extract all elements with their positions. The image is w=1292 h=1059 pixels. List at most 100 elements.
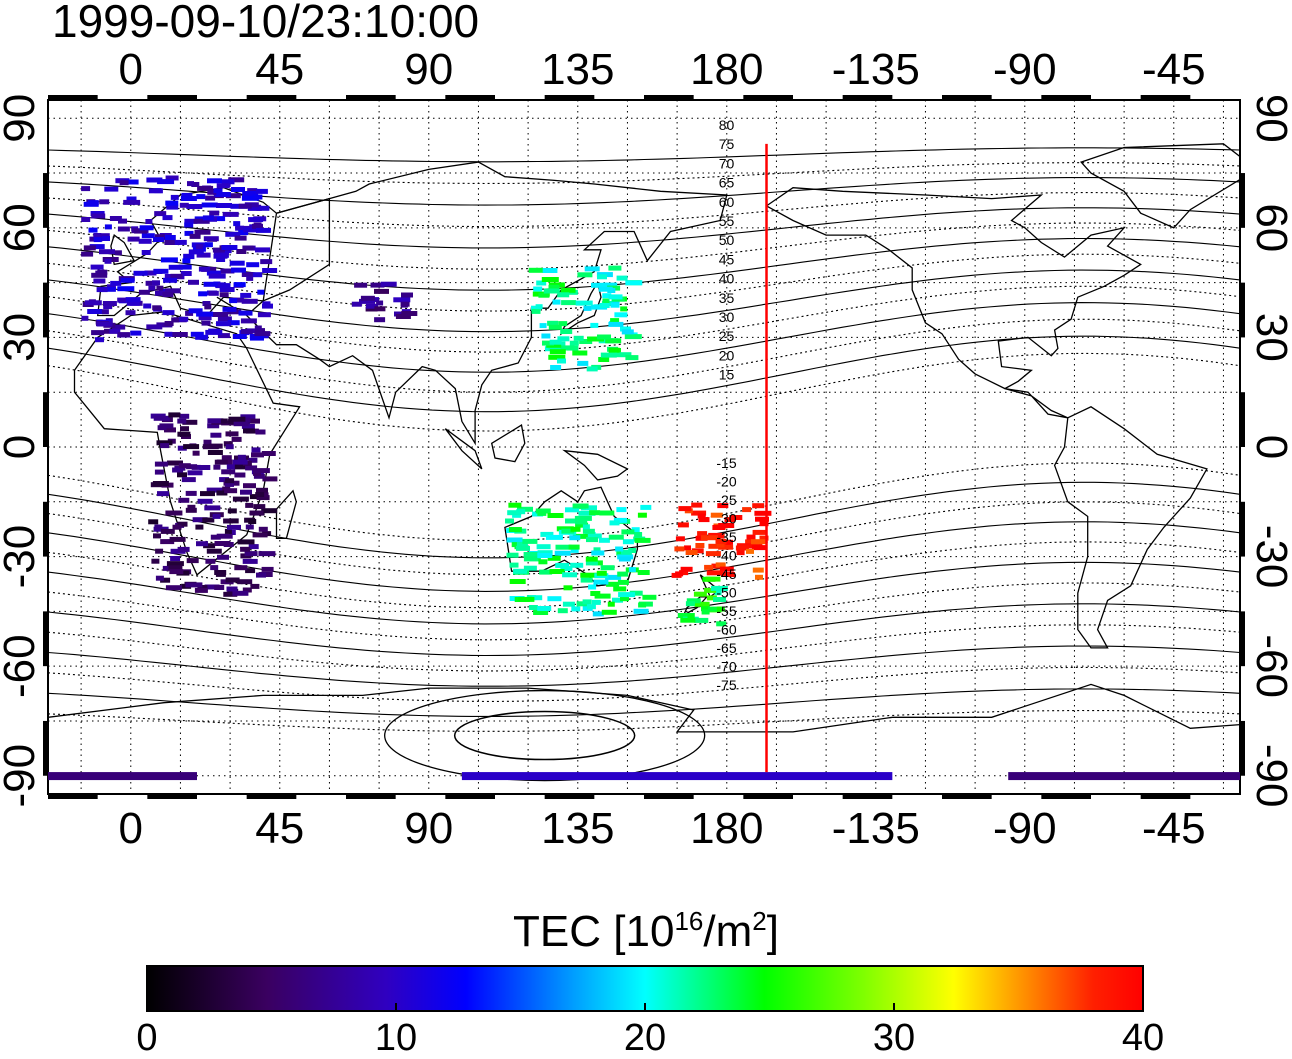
tec-cell xyxy=(168,412,181,418)
frame-tick-bar-left xyxy=(43,501,48,557)
tec-cell xyxy=(165,200,179,206)
tec-cell xyxy=(634,537,651,543)
tec-cell xyxy=(159,423,174,429)
tec-cell xyxy=(185,310,194,316)
tec-cell xyxy=(242,587,252,593)
tec-cell xyxy=(91,213,106,219)
tec-cell xyxy=(401,311,418,316)
tec-cell xyxy=(225,444,234,450)
tec-cell xyxy=(542,268,558,273)
tec-cell xyxy=(0,467,3,472)
mag-contour-line xyxy=(48,582,1240,641)
tec-cell xyxy=(582,524,590,530)
tec-cell xyxy=(221,245,238,250)
contour-label: -15 xyxy=(716,455,736,471)
tec-cell xyxy=(680,617,696,623)
top-longitude-label: 180 xyxy=(690,45,763,94)
tec-cell xyxy=(523,556,541,562)
frame-tick-bar-top xyxy=(346,95,396,100)
tec-cell xyxy=(605,338,622,344)
tec-cell xyxy=(694,601,710,607)
tec-cell xyxy=(148,519,159,525)
tec-cell xyxy=(81,217,91,222)
tec-cell xyxy=(620,596,629,602)
tec-cell xyxy=(177,546,190,552)
tec-cell xyxy=(560,345,575,351)
contour-label: -55 xyxy=(716,603,736,619)
tec-region-australia xyxy=(505,502,657,617)
tec-cell xyxy=(586,537,598,543)
tec-cell xyxy=(698,517,710,523)
tec-cell xyxy=(163,277,178,283)
coastline-britain xyxy=(110,234,136,266)
colorbar-tick-label: 40 xyxy=(1121,1017,1165,1059)
tec-cell xyxy=(217,333,230,339)
tec-cell xyxy=(120,277,135,283)
tec-cell xyxy=(610,302,620,308)
tec-cell xyxy=(160,257,178,263)
tec-cell xyxy=(608,294,623,300)
bottom-longitude-label: 0 xyxy=(119,804,143,853)
tec-cell xyxy=(617,571,629,577)
tec-cell xyxy=(177,472,187,478)
tec-cell xyxy=(0,611,5,616)
tec-cell xyxy=(755,516,769,522)
tec-cell xyxy=(210,565,219,571)
tec-cell xyxy=(219,292,229,298)
tec-cell xyxy=(523,565,537,571)
tec-cell xyxy=(354,282,368,288)
frame-tick-bar-left xyxy=(43,611,48,667)
tec-cell xyxy=(538,292,550,298)
tec-cell xyxy=(607,601,615,607)
contour-label: -30 xyxy=(716,511,736,527)
tec-cell xyxy=(704,587,717,593)
left-latitude-label: 30 xyxy=(0,313,44,362)
tec-cell xyxy=(196,311,214,317)
tec-cell xyxy=(718,544,734,550)
right-latitude-label: 60 xyxy=(1247,203,1292,252)
tec-cell xyxy=(197,185,214,191)
frame-tick-bar-top xyxy=(147,95,197,100)
tec-cell xyxy=(370,282,385,288)
tec-cell xyxy=(252,223,263,229)
tec-cell xyxy=(624,334,642,340)
tec-cell xyxy=(691,502,703,508)
tec-cell xyxy=(241,195,259,201)
tec-cell xyxy=(256,572,266,578)
tec-cell xyxy=(184,222,194,228)
tec-cell xyxy=(563,585,573,591)
contour-label: -70 xyxy=(716,659,736,675)
top-longitude-label: 90 xyxy=(404,45,453,94)
tec-cell xyxy=(181,477,196,483)
tec-cell xyxy=(200,491,215,497)
tec-cell xyxy=(194,587,208,593)
tec-cell xyxy=(585,556,598,562)
frame-tick-bar-right xyxy=(1240,282,1245,338)
tec-cell xyxy=(550,365,562,370)
tec-cell xyxy=(180,271,192,276)
tec-cell xyxy=(247,188,258,194)
tec-cell xyxy=(169,536,186,542)
tec-cell xyxy=(225,193,241,199)
tec-cell xyxy=(255,429,266,435)
tec-cell xyxy=(508,527,522,532)
tec-cell xyxy=(674,546,685,552)
tec-cell xyxy=(245,568,256,574)
contour-labels: 80 75 70 65 60 55 50 45 40 35 30 25 20 15 -15 -20 -25 -30… xyxy=(716,117,736,693)
tec-cell xyxy=(640,504,652,510)
tec-cell xyxy=(637,570,650,575)
tec-cell xyxy=(614,312,628,318)
tec-cell xyxy=(228,530,236,535)
tec-cell xyxy=(241,298,258,304)
tec-cell xyxy=(213,192,231,197)
tec-cell xyxy=(577,272,593,278)
tec-cell xyxy=(708,606,723,612)
tec-cell xyxy=(84,300,102,306)
tec-cell xyxy=(518,596,535,602)
tec-cell xyxy=(629,590,643,596)
frame-tick-bar-right xyxy=(1240,173,1245,228)
tec-cell xyxy=(138,238,152,244)
tec-cell xyxy=(0,495,6,500)
tec-cell xyxy=(616,275,628,281)
tec-cell xyxy=(195,244,203,250)
